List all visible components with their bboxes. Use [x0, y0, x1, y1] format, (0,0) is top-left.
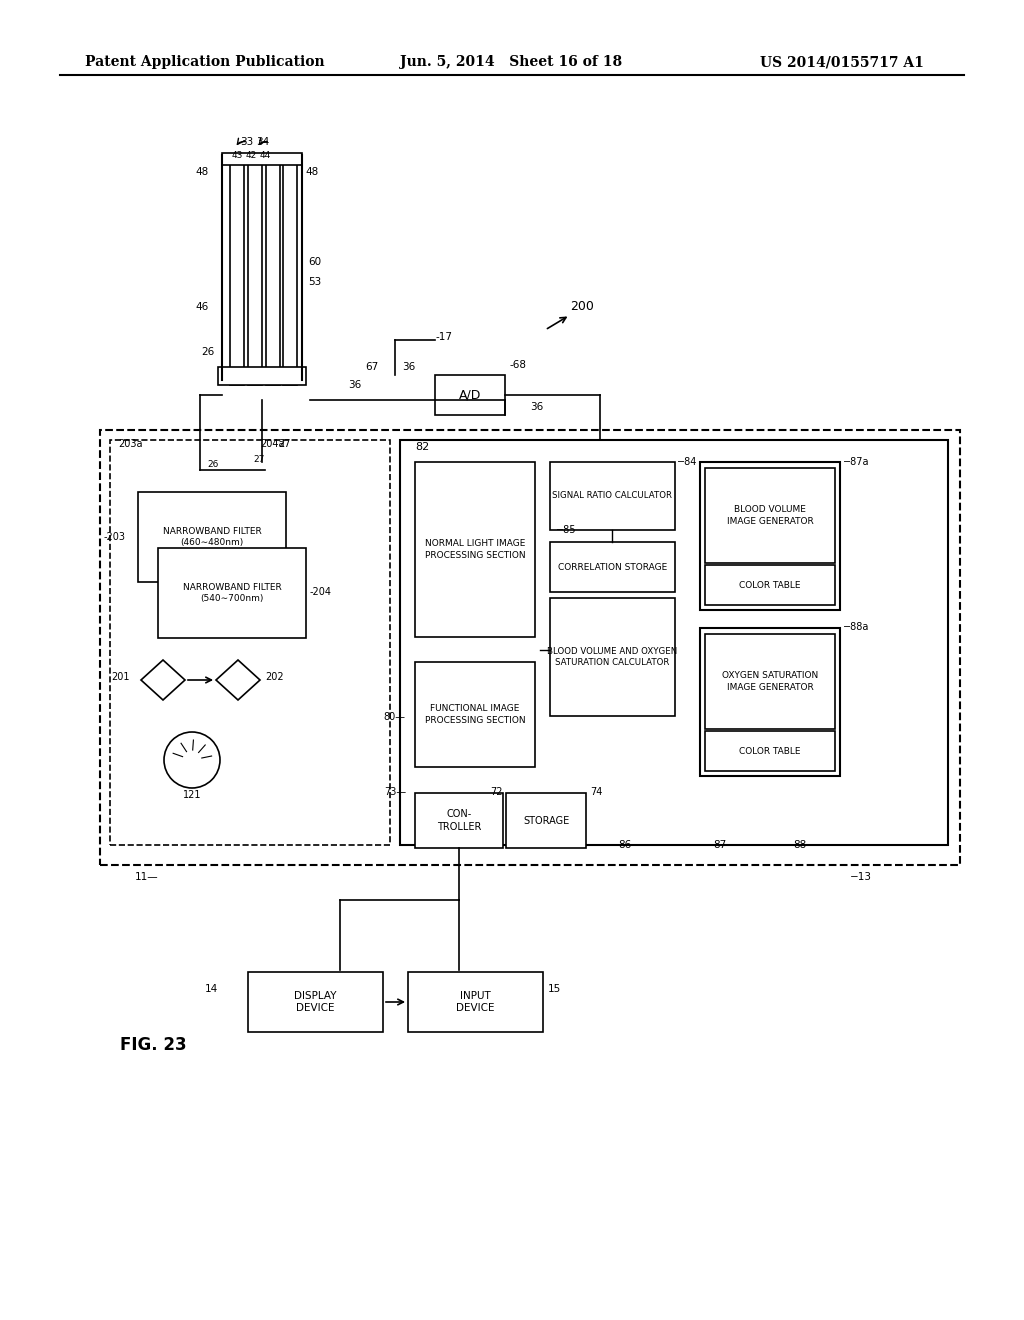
Text: 44: 44	[259, 150, 270, 160]
FancyBboxPatch shape	[248, 972, 383, 1032]
Text: 42: 42	[246, 150, 257, 160]
Text: 204a: 204a	[260, 440, 285, 449]
Text: 48: 48	[305, 168, 318, 177]
Bar	[266, 154, 280, 385]
Text: NARROWBAND FILTER
(460∼480nm): NARROWBAND FILTER (460∼480nm)	[163, 527, 261, 546]
Text: INPUT
DEVICE: INPUT DEVICE	[457, 991, 495, 1014]
Text: 46: 46	[196, 302, 209, 312]
Text: −87a: −87a	[843, 457, 869, 467]
Text: 87: 87	[714, 840, 727, 850]
FancyBboxPatch shape	[415, 462, 535, 638]
FancyBboxPatch shape	[705, 634, 835, 729]
FancyBboxPatch shape	[550, 543, 675, 591]
FancyBboxPatch shape	[705, 469, 835, 564]
Text: 36: 36	[348, 380, 361, 389]
FancyBboxPatch shape	[415, 793, 503, 847]
FancyBboxPatch shape	[705, 731, 835, 771]
Text: BLOOD VOLUME
IMAGE GENERATOR: BLOOD VOLUME IMAGE GENERATOR	[727, 506, 813, 525]
FancyBboxPatch shape	[700, 628, 840, 776]
FancyBboxPatch shape	[506, 793, 586, 847]
Text: COLOR TABLE: COLOR TABLE	[739, 581, 801, 590]
FancyBboxPatch shape	[110, 440, 390, 845]
FancyBboxPatch shape	[415, 663, 535, 767]
FancyBboxPatch shape	[158, 548, 306, 638]
Text: A/D: A/D	[459, 388, 481, 401]
FancyBboxPatch shape	[400, 440, 948, 845]
Text: -204: -204	[310, 587, 332, 597]
Text: 67: 67	[365, 362, 378, 372]
Text: 86: 86	[618, 840, 632, 850]
FancyBboxPatch shape	[435, 375, 505, 414]
Text: 53: 53	[308, 277, 322, 286]
FancyBboxPatch shape	[138, 492, 286, 582]
Text: 80—: 80—	[383, 711, 406, 722]
Text: 43: 43	[231, 150, 243, 160]
Text: -17: -17	[435, 333, 452, 342]
Text: 27: 27	[278, 440, 291, 449]
Text: NARROWBAND FILTER
(540∼700nm): NARROWBAND FILTER (540∼700nm)	[182, 583, 282, 603]
Text: 74: 74	[590, 787, 602, 797]
Text: Patent Application Publication: Patent Application Publication	[85, 55, 325, 69]
Text: 73—: 73—	[384, 787, 406, 797]
Text: FUNCTIONAL IMAGE
PROCESSING SECTION: FUNCTIONAL IMAGE PROCESSING SECTION	[425, 705, 525, 725]
Text: COLOR TABLE: COLOR TABLE	[739, 747, 801, 755]
Bar	[248, 154, 262, 385]
Text: OXYGEN SATURATION
IMAGE GENERATOR: OXYGEN SATURATION IMAGE GENERATOR	[722, 672, 818, 692]
Bar	[230, 154, 244, 385]
Text: 11—: 11—	[134, 873, 158, 882]
FancyBboxPatch shape	[705, 565, 835, 605]
Text: 82: 82	[415, 442, 429, 451]
Text: 36: 36	[530, 403, 544, 412]
Text: SIGNAL RATIO CALCULATOR: SIGNAL RATIO CALCULATOR	[553, 491, 673, 500]
Text: STORAGE: STORAGE	[523, 816, 569, 825]
Text: 15: 15	[548, 983, 561, 994]
Text: US 2014/0155717 A1: US 2014/0155717 A1	[760, 55, 924, 69]
Text: 202: 202	[265, 672, 284, 682]
Bar	[222, 153, 302, 165]
Text: −13: −13	[850, 873, 872, 882]
Text: 26: 26	[207, 459, 218, 469]
Text: −85: −85	[556, 525, 577, 535]
FancyBboxPatch shape	[100, 430, 961, 865]
Text: 201: 201	[112, 672, 130, 682]
Text: 34: 34	[256, 137, 269, 147]
Text: BLOOD VOLUME AND OXYGEN
SATURATION CALCULATOR: BLOOD VOLUME AND OXYGEN SATURATION CALCU…	[548, 647, 678, 667]
FancyBboxPatch shape	[550, 598, 675, 715]
Text: FIG. 23: FIG. 23	[120, 1036, 186, 1053]
Text: Jun. 5, 2014   Sheet 16 of 18: Jun. 5, 2014 Sheet 16 of 18	[400, 55, 623, 69]
FancyBboxPatch shape	[408, 972, 543, 1032]
Polygon shape	[141, 660, 185, 700]
Circle shape	[164, 733, 220, 788]
Text: 72: 72	[490, 787, 503, 797]
FancyBboxPatch shape	[700, 462, 840, 610]
Text: 27: 27	[253, 455, 264, 465]
Polygon shape	[216, 660, 260, 700]
Text: 60: 60	[308, 257, 322, 267]
Text: 33: 33	[241, 137, 254, 147]
Text: −84: −84	[677, 457, 697, 467]
Text: DISPLAY
DEVICE: DISPLAY DEVICE	[294, 991, 337, 1014]
Text: 121: 121	[182, 789, 202, 800]
Text: 203a: 203a	[118, 440, 142, 449]
Bar	[218, 367, 306, 385]
Bar	[283, 154, 297, 385]
FancyBboxPatch shape	[550, 462, 675, 531]
Text: CON-
TROLLER: CON- TROLLER	[437, 809, 481, 832]
Text: 26: 26	[202, 347, 215, 356]
Text: CORRELATION STORAGE: CORRELATION STORAGE	[558, 562, 667, 572]
Text: 48: 48	[196, 168, 209, 177]
Text: 36: 36	[401, 362, 415, 372]
Text: -203: -203	[104, 532, 126, 543]
Text: 88: 88	[794, 840, 807, 850]
Text: NORMAL LIGHT IMAGE
PROCESSING SECTION: NORMAL LIGHT IMAGE PROCESSING SECTION	[425, 540, 525, 560]
Text: -68: -68	[510, 360, 527, 370]
Text: −88a: −88a	[843, 622, 869, 632]
Text: 200: 200	[570, 300, 594, 313]
Text: 14: 14	[205, 983, 218, 994]
